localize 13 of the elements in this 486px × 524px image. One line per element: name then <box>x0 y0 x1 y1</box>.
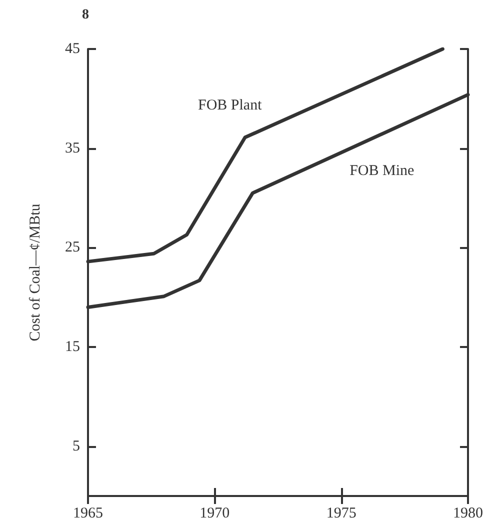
x-tick-label: 1975 <box>326 506 356 522</box>
y-tick-label: 5 <box>72 438 80 454</box>
y-tick-label: 45 <box>65 41 80 57</box>
text: 8 <box>82 8 89 22</box>
series-label: FOB Mine <box>350 163 415 180</box>
y-tick-label: 35 <box>65 140 80 156</box>
x-tick-label: 1980 <box>453 506 483 522</box>
series-label: FOB Plant <box>198 98 263 114</box>
x-tick-label: 1970 <box>200 506 230 522</box>
x-tick-label: 1965 <box>73 506 103 522</box>
y-tick-label: 15 <box>65 339 80 355</box>
y-tick-label: 25 <box>65 240 80 256</box>
y-axis-title: Cost of Coal—¢/MBtu <box>28 203 44 342</box>
